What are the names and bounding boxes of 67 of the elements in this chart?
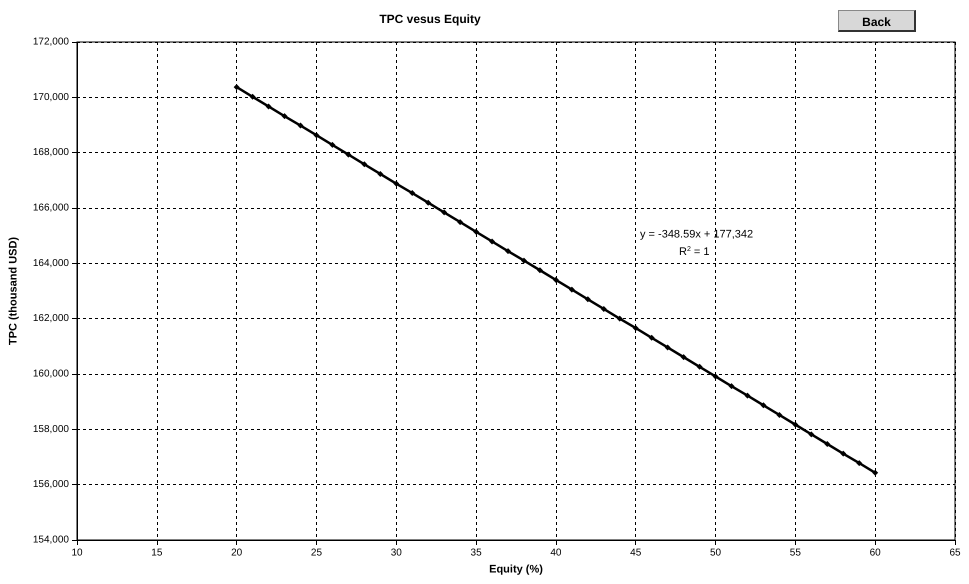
x-tick-label: 25 [310, 548, 322, 558]
y-tick-label: 166,000 [32, 202, 70, 214]
y-tick-label: 154,000 [32, 534, 70, 546]
point [441, 209, 448, 216]
point [329, 142, 336, 148]
point [345, 152, 352, 158]
point [744, 392, 750, 399]
point [489, 238, 496, 244]
y-tick-label: 160,000 [32, 368, 70, 380]
point [808, 431, 814, 438]
point [584, 296, 591, 302]
point [680, 354, 687, 360]
point [457, 219, 464, 226]
y-tick-label: 158,000 [32, 424, 70, 435]
point [282, 113, 288, 120]
x-axis-title: Equity (%) [489, 564, 544, 576]
point [568, 286, 575, 293]
y-tick-label: 156,000 [32, 479, 70, 490]
point [473, 228, 480, 235]
x-tick-label: 50 [710, 548, 722, 558]
point [266, 103, 272, 110]
point [297, 122, 304, 129]
point [840, 450, 846, 457]
y-axis-title: TPC (thousand USD) [8, 236, 20, 346]
x-tick-label: 55 [790, 548, 802, 558]
x-tick-label: 40 [550, 548, 562, 558]
point [234, 84, 240, 90]
x-tick-label: 10 [71, 548, 83, 558]
point [792, 422, 798, 428]
x-tick-label: 60 [870, 548, 882, 558]
y-tick-label: 162,000 [32, 313, 70, 324]
point [856, 460, 862, 466]
point [872, 470, 878, 476]
y-tick-label: 170,000 [32, 92, 70, 103]
point [648, 334, 655, 341]
x-tick-label: 30 [390, 548, 402, 558]
point [664, 344, 671, 350]
point [824, 440, 830, 447]
point [632, 325, 639, 332]
annotation: y = -348.59x + 177,342 [640, 228, 754, 240]
y-tick-label: 168,000 [32, 147, 70, 158]
point [377, 170, 384, 177]
x-tick-label: 45 [630, 548, 642, 558]
y-tick-label: 164,000 [32, 258, 70, 269]
point [760, 402, 766, 408]
x-tick-label: 35 [470, 548, 482, 558]
x-tick-label: 20 [231, 548, 243, 558]
chart-title: TPC vesus Equity [379, 12, 481, 26]
point [536, 267, 543, 274]
x-tick-label: 15 [151, 548, 163, 558]
point [313, 132, 320, 138]
y-tick-label: 172,000 [32, 36, 70, 48]
back-button[interactable]: Back [838, 10, 916, 32]
point [776, 412, 782, 418]
point [409, 190, 416, 196]
point [425, 200, 432, 206]
point [520, 258, 527, 264]
point [361, 161, 368, 168]
point [728, 383, 735, 390]
point [505, 248, 512, 254]
point [393, 180, 400, 187]
point [552, 276, 559, 283]
point [696, 364, 703, 370]
point [600, 306, 607, 312]
point [250, 94, 256, 100]
point [616, 316, 623, 322]
x-tick-label: 65 [949, 548, 961, 558]
